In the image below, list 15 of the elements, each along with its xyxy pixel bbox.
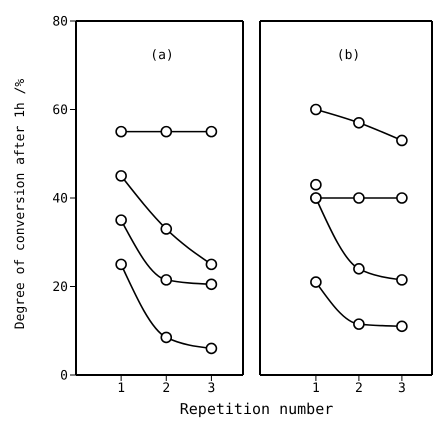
x-axis-title: Repetition number [178,400,334,418]
x-tick-label: 3 [207,381,216,396]
y-tick-label: 60 [52,103,68,118]
x-tick-label: 2 [354,381,363,396]
text: (b) [336,48,362,63]
y-tick-label: 40 [52,192,68,207]
x-tick-label: 1 [312,381,320,396]
x-tick-label: 2 [162,381,170,396]
text: (a) [149,48,175,63]
x-tick-label: 1 [117,381,126,396]
y-tick-label: 0 [60,368,68,384]
y-axis-title: Degree of conversion after 1h /% [13,78,28,330]
y-tick-label: 20 [52,280,68,296]
y-tick-label: 80 [52,14,68,30]
x-tick-label: 3 [398,381,406,396]
